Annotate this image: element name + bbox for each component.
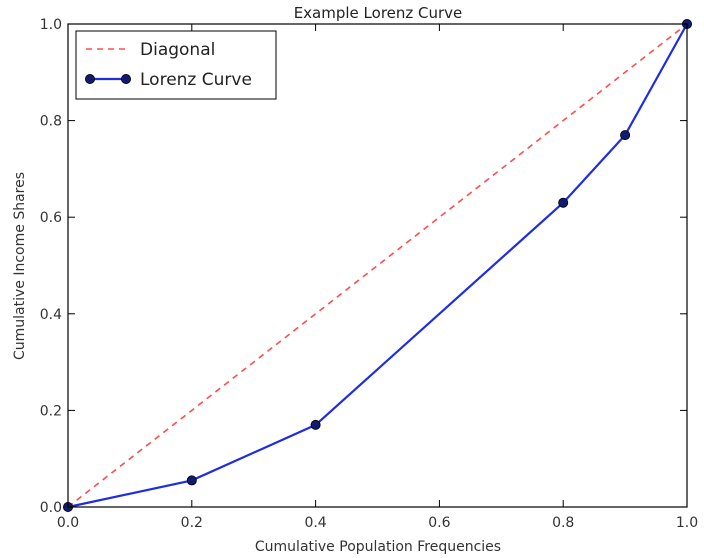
lorenz-curve-point (310, 419, 321, 430)
axes-frame (67, 23, 688, 508)
y-tick-label: 0.4 (40, 307, 62, 323)
x-axis-title: Cumulative Population Frequencies (255, 539, 501, 555)
x-tick-label: 0.0 (57, 515, 79, 531)
chart-title: Example Lorenz Curve (294, 4, 463, 22)
axis-ticks: 0.0 0.2 0.4 0.6 0.8 1.0 0.0 0.2 0.4 0.6 0.8 1.0 (40, 17, 698, 531)
legend-lorenz-curve-marker (121, 74, 132, 85)
legend-lorenz-curve-marker (85, 74, 96, 85)
plot-area (63, 18, 693, 512)
x-tick-label: 0.4 (304, 515, 326, 531)
x-tick-label: 1.0 (676, 515, 698, 531)
x-tick-label: 0.2 (181, 515, 203, 531)
lorenz-curve-line (67, 23, 688, 509)
y-tick-label: 0.2 (40, 403, 62, 419)
y-tick-label: 0.6 (40, 210, 62, 226)
y-tick-label: 0.8 (40, 114, 62, 130)
x-tick-label: 0.6 (428, 515, 450, 531)
y-tick-label: 0.0 (40, 500, 62, 516)
lorenz-curve-point (558, 197, 569, 208)
x-tick-label: 0.8 (552, 515, 574, 531)
diagonal-line (67, 23, 688, 508)
lorenz-curve-point (620, 130, 631, 141)
legend-diagonal-label: Diagonal (140, 40, 215, 60)
legend: Diagonal Lorenz Curve (75, 30, 277, 100)
plot-frame (67, 23, 688, 508)
legend-lorenz-curve-label: Lorenz Curve (140, 70, 252, 90)
legend-box (75, 30, 277, 100)
y-tick-label: 1.0 (40, 17, 62, 33)
y-axis-title: Cumulative Income Shares (12, 172, 28, 360)
lorenz-curve-point (186, 475, 197, 486)
